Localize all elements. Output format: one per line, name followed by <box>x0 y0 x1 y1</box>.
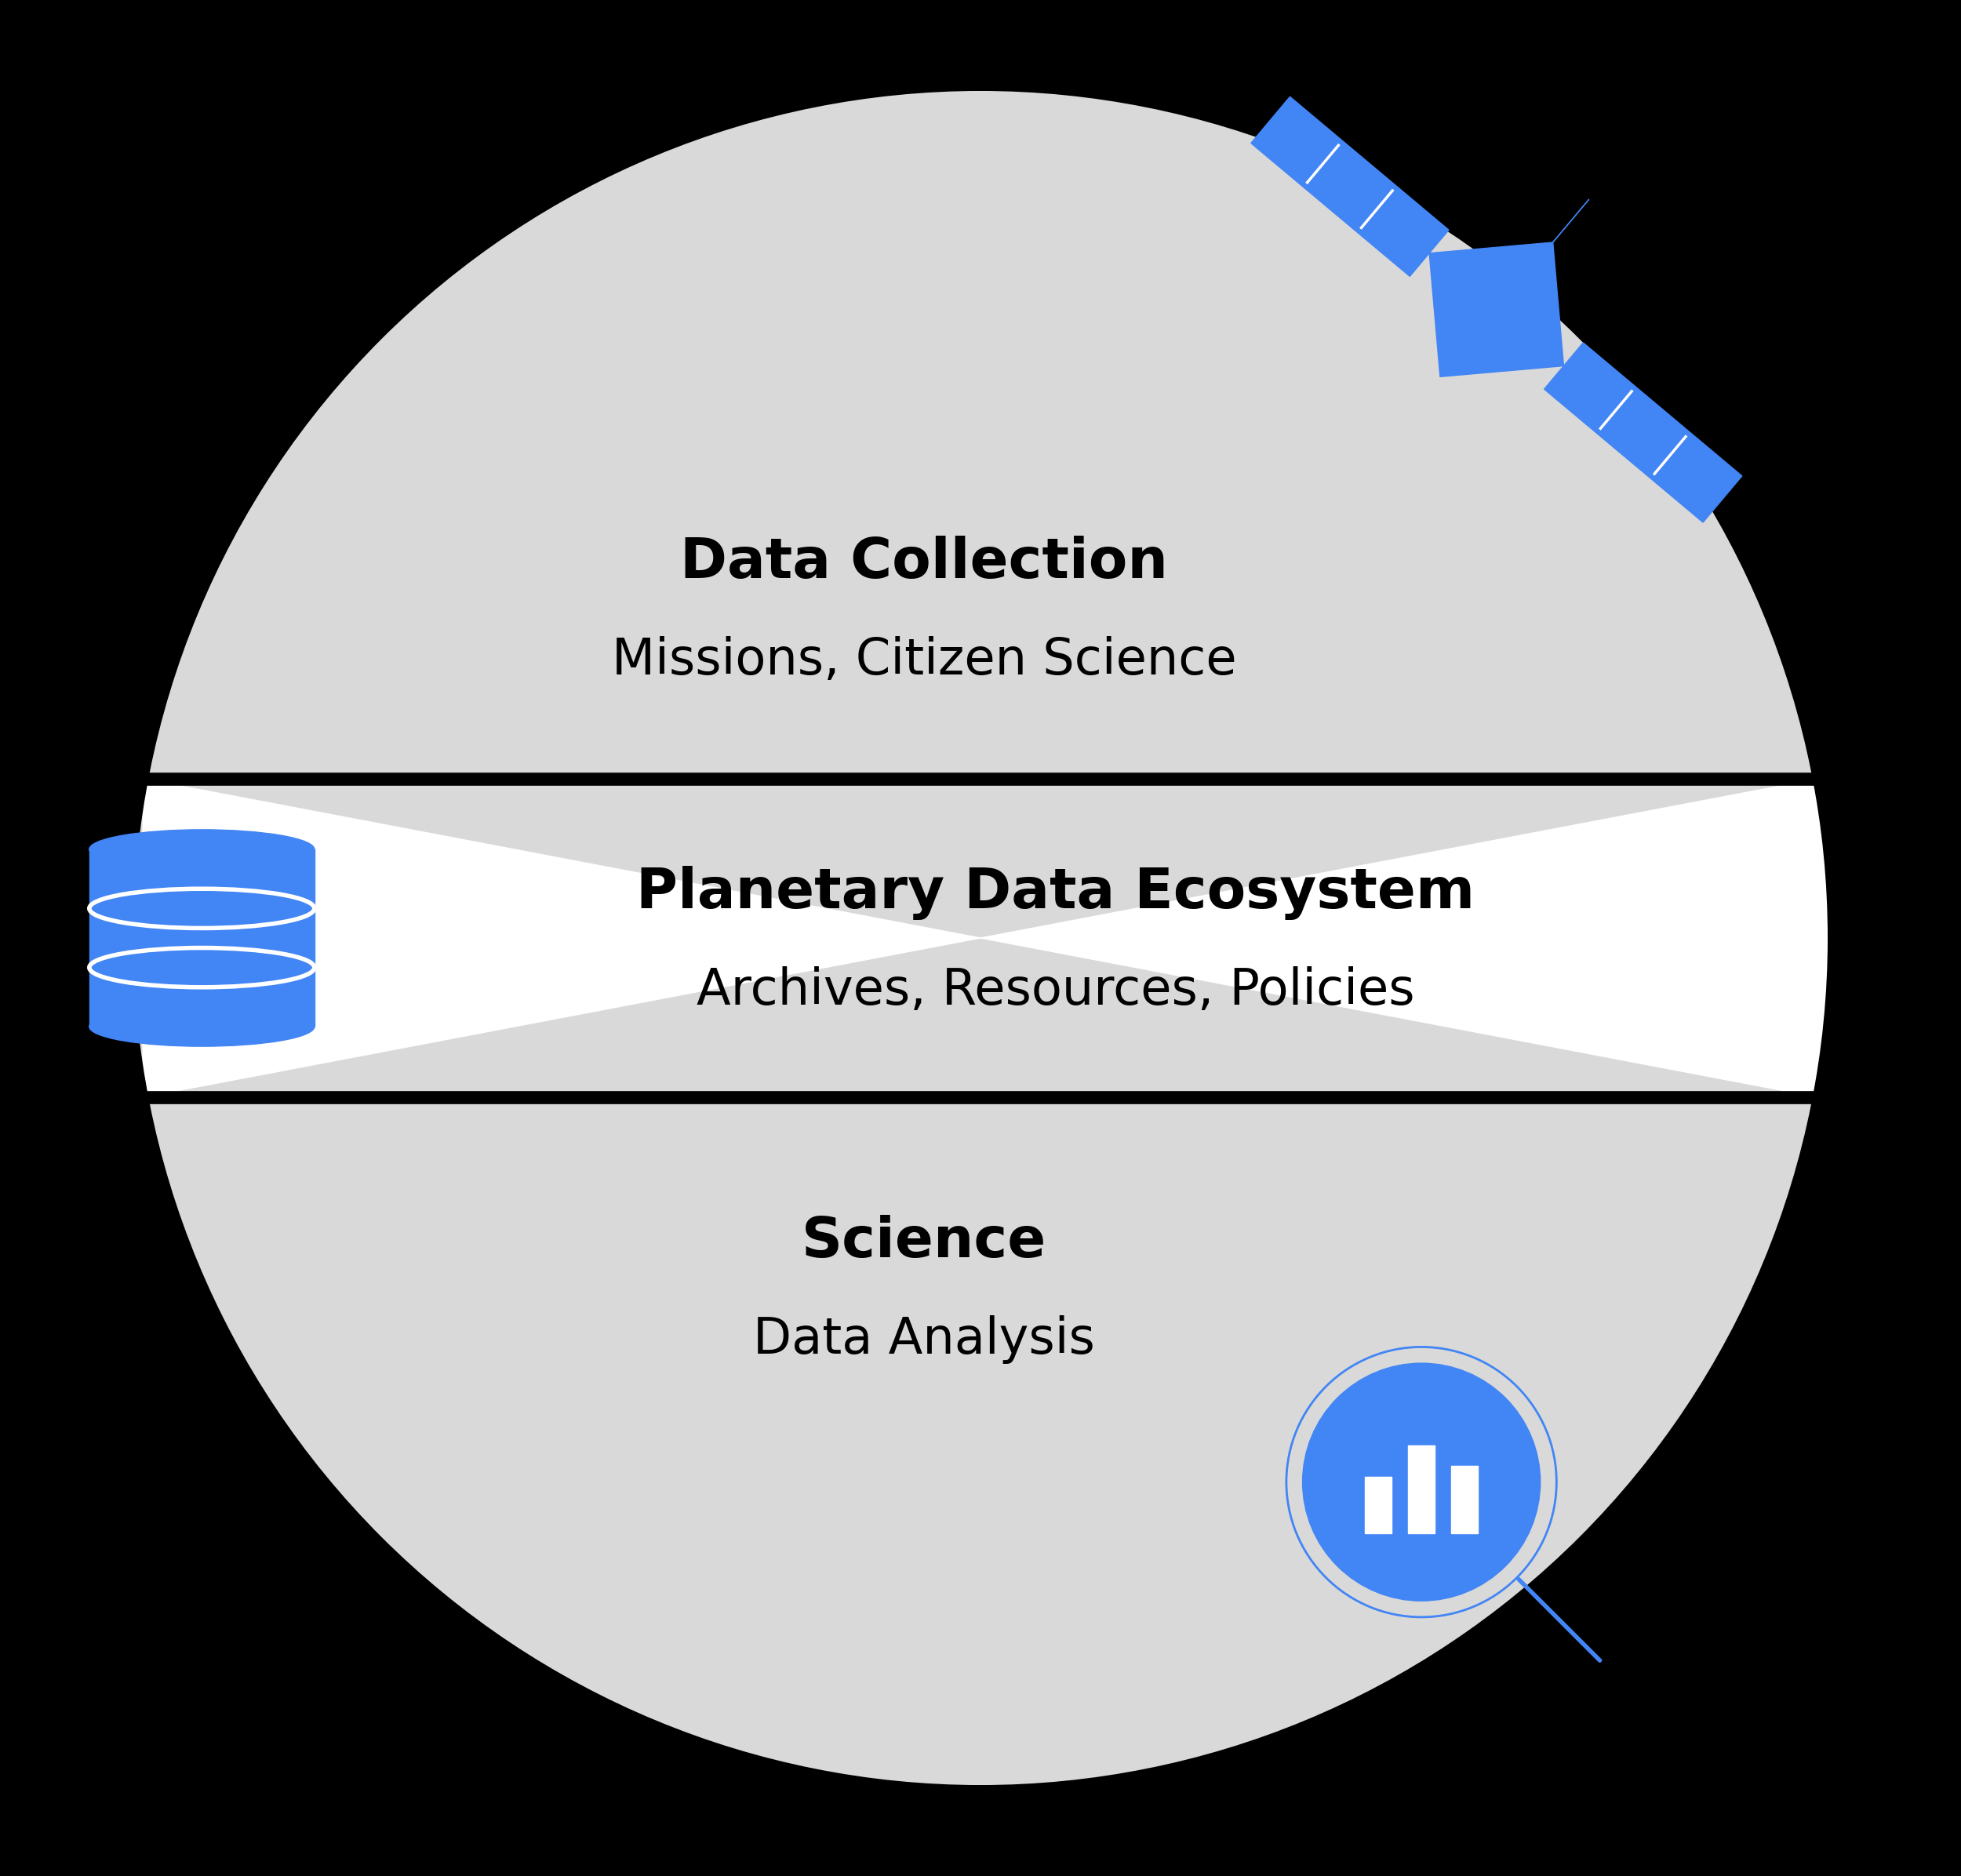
Polygon shape <box>127 779 1820 1792</box>
Polygon shape <box>1251 98 1449 276</box>
Polygon shape <box>1430 242 1563 377</box>
Polygon shape <box>1543 343 1741 522</box>
Polygon shape <box>90 968 314 1026</box>
Text: Missions, Citizen Science: Missions, Citizen Science <box>612 636 1237 685</box>
Text: Science: Science <box>802 1216 1047 1268</box>
Polygon shape <box>141 84 1820 779</box>
Circle shape <box>127 84 1834 1792</box>
Polygon shape <box>90 908 314 968</box>
Ellipse shape <box>90 947 314 987</box>
Ellipse shape <box>90 889 314 929</box>
Polygon shape <box>1451 1465 1479 1533</box>
Text: Data Analysis: Data Analysis <box>753 1315 1094 1364</box>
Text: Planetary Data Ecosystem: Planetary Data Ecosystem <box>635 867 1475 919</box>
Ellipse shape <box>90 829 314 869</box>
Text: Data Collection: Data Collection <box>680 537 1169 589</box>
Polygon shape <box>90 850 314 908</box>
Text: Archives, Resources, Policies: Archives, Resources, Policies <box>696 966 1414 1015</box>
Polygon shape <box>1408 1446 1435 1533</box>
Polygon shape <box>127 779 1834 1097</box>
Ellipse shape <box>90 1007 314 1047</box>
Circle shape <box>1302 1364 1539 1600</box>
Polygon shape <box>1365 1476 1392 1533</box>
